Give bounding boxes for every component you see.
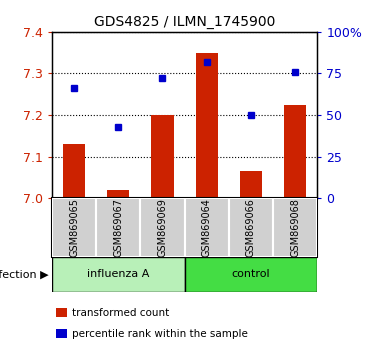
Bar <box>52 198 96 257</box>
Text: GSM869069: GSM869069 <box>157 198 167 257</box>
Bar <box>52 257 185 292</box>
Text: transformed count: transformed count <box>72 308 170 318</box>
Bar <box>185 198 229 257</box>
Text: infection ▶: infection ▶ <box>0 269 48 279</box>
Bar <box>185 257 317 292</box>
Text: GSM869066: GSM869066 <box>246 198 256 257</box>
Title: GDS4825 / ILMN_1745900: GDS4825 / ILMN_1745900 <box>94 16 275 29</box>
Text: GSM869064: GSM869064 <box>202 198 212 257</box>
Text: GSM869067: GSM869067 <box>113 198 123 257</box>
Text: GSM869068: GSM869068 <box>290 198 300 257</box>
Bar <box>56 308 67 317</box>
Bar <box>96 198 140 257</box>
Bar <box>140 198 185 257</box>
Bar <box>107 190 129 198</box>
Bar <box>63 144 85 198</box>
Bar <box>273 198 317 257</box>
Bar <box>151 115 174 198</box>
Text: GSM869065: GSM869065 <box>69 198 79 257</box>
Bar <box>284 105 306 198</box>
Bar <box>240 171 262 198</box>
Bar <box>196 53 218 198</box>
Text: control: control <box>232 269 270 279</box>
Bar <box>229 198 273 257</box>
Bar <box>56 329 67 338</box>
Text: influenza A: influenza A <box>87 269 150 279</box>
Text: percentile rank within the sample: percentile rank within the sample <box>72 329 248 339</box>
